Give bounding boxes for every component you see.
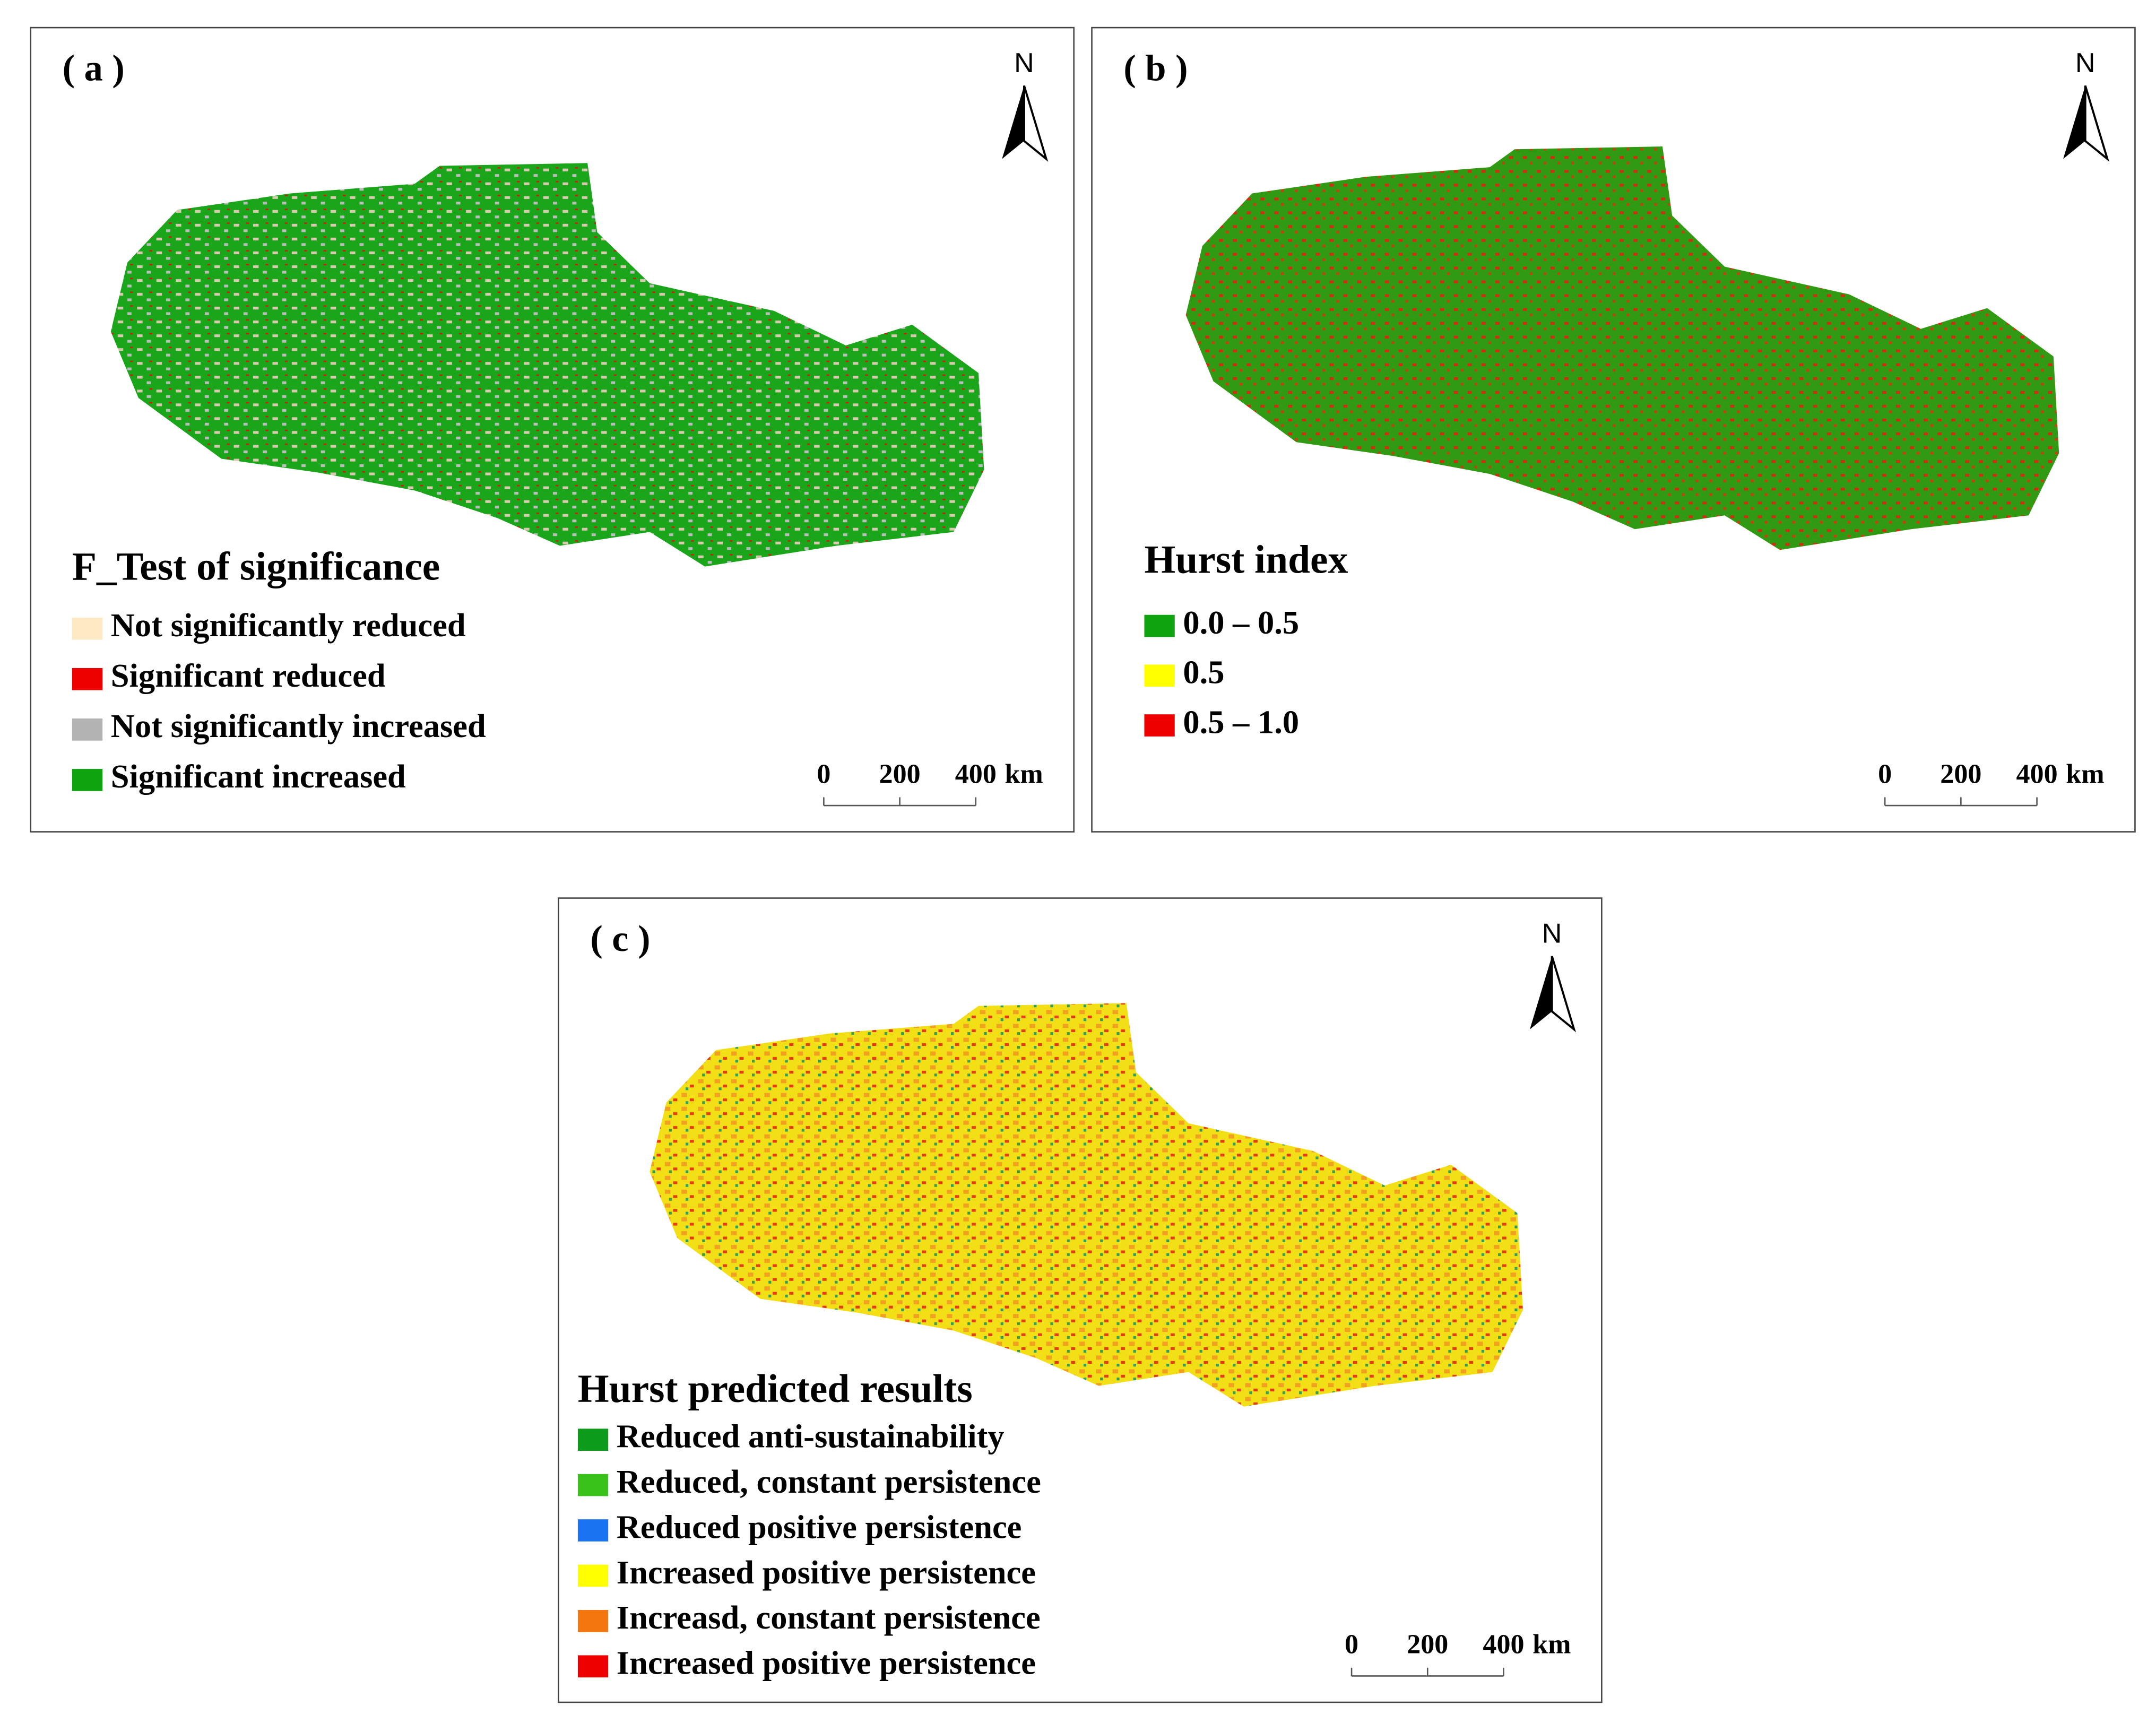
north-label: N bbox=[2075, 48, 2096, 79]
legend-label: Increased positive persistence bbox=[617, 1554, 1036, 1591]
scale-unit: km bbox=[1532, 1630, 1571, 1660]
north-arrow bbox=[2084, 85, 2110, 162]
north-arrow bbox=[1551, 956, 1576, 1033]
map-panel: ( b ) Hurst index 0.0 – 0.5 0.5 0.5 – 1.0 N 0 2… bbox=[1091, 27, 2136, 833]
legend-swatch bbox=[577, 1474, 609, 1496]
map-panel: ( a ) F_Test of significance Not significa… bbox=[30, 27, 1075, 833]
scale-unit: km bbox=[1005, 759, 1043, 789]
legend-label: 0.5 bbox=[1183, 654, 1224, 691]
legend-swatch bbox=[577, 1655, 609, 1678]
panels: ( a ) F_Test of significance Not significa… bbox=[30, 27, 2136, 1703]
scale-label: 200 bbox=[1940, 759, 1981, 789]
legend-title: Hurst index bbox=[1144, 538, 1348, 582]
legend-swatch bbox=[1144, 714, 1175, 737]
panel-label: ( b ) bbox=[1123, 48, 1188, 89]
legend-title: Hurst predicted results bbox=[578, 1367, 973, 1411]
legend-swatch bbox=[72, 718, 103, 741]
legend-label: 0.5 – 1.0 bbox=[1183, 703, 1299, 740]
legend-swatch bbox=[577, 1428, 609, 1451]
scale-label: 200 bbox=[1407, 1630, 1448, 1660]
north-arrow bbox=[1023, 85, 1049, 162]
north-label: N bbox=[1014, 48, 1034, 79]
scale-unit: km bbox=[2066, 759, 2104, 789]
scale-label: 400 bbox=[955, 759, 997, 789]
north-label: N bbox=[1542, 919, 1562, 949]
legend-label: Significant reduced bbox=[111, 657, 386, 694]
legend-label: 0.0 – 0.5 bbox=[1183, 604, 1299, 641]
legend-label: Reduced anti-sustainability bbox=[617, 1418, 1005, 1455]
scale-label: 0 bbox=[1345, 1630, 1358, 1660]
scale-label: 0 bbox=[1878, 759, 1892, 789]
panel-label: ( c ) bbox=[590, 918, 650, 959]
scale-label: 400 bbox=[2016, 759, 2058, 789]
legend-swatch bbox=[577, 1564, 609, 1587]
scale-label: 200 bbox=[879, 759, 921, 789]
legend-swatch bbox=[72, 668, 103, 690]
north-arrow bbox=[1529, 956, 1552, 1029]
legend-swatch bbox=[72, 769, 103, 791]
panel-label: ( a ) bbox=[63, 48, 125, 89]
scale-label: 0 bbox=[817, 759, 830, 789]
legend-label: Increasd, constant persistence bbox=[617, 1599, 1041, 1636]
legend-swatch bbox=[577, 1519, 609, 1542]
map-region bbox=[650, 1003, 1523, 1407]
map-region bbox=[1185, 146, 2059, 550]
legend-label: Increased positive persistence bbox=[617, 1644, 1036, 1682]
legend-swatch bbox=[577, 1610, 609, 1632]
legend-title: F_Test of significance bbox=[72, 545, 440, 589]
legend-swatch bbox=[1144, 614, 1175, 637]
legend-label: Not significantly increased bbox=[111, 707, 486, 744]
north-arrow bbox=[1002, 85, 1024, 159]
legend-swatch bbox=[1144, 664, 1175, 687]
legend-label: Reduced, constant persistence bbox=[617, 1463, 1041, 1500]
legend-label: Reduced positive persistence bbox=[617, 1508, 1022, 1545]
map-panel: ( c ) Hurst predicted results Reduced anti… bbox=[558, 897, 1603, 1703]
legend-label: Not significantly reduced bbox=[111, 607, 466, 644]
map-region bbox=[110, 163, 984, 567]
legend-label: Significant increased bbox=[111, 758, 406, 795]
legend-swatch bbox=[72, 617, 103, 640]
scale-label: 400 bbox=[1483, 1630, 1524, 1660]
